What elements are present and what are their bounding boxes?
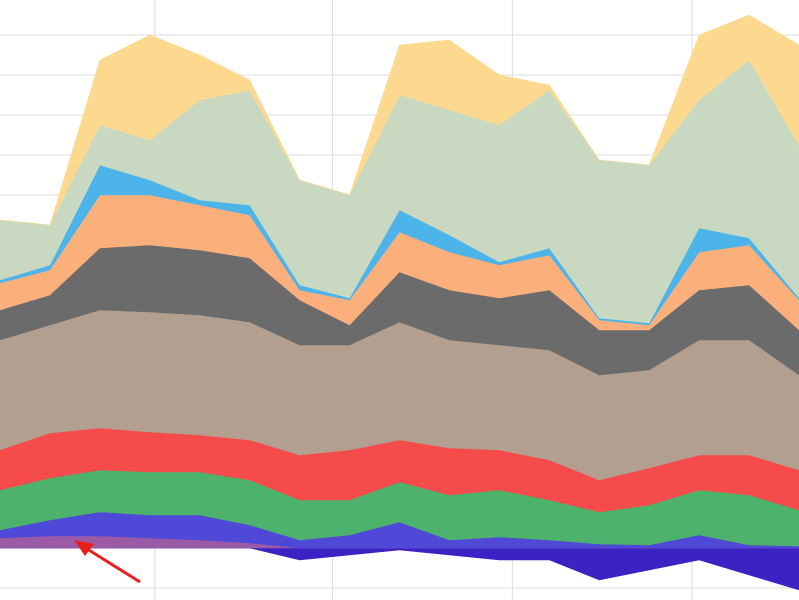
area: [0, 14, 799, 226]
areas: [0, 14, 799, 591]
arrow-shaft: [83, 545, 141, 584]
arrow-head: [74, 540, 94, 556]
arrow-annotation: [74, 540, 141, 584]
